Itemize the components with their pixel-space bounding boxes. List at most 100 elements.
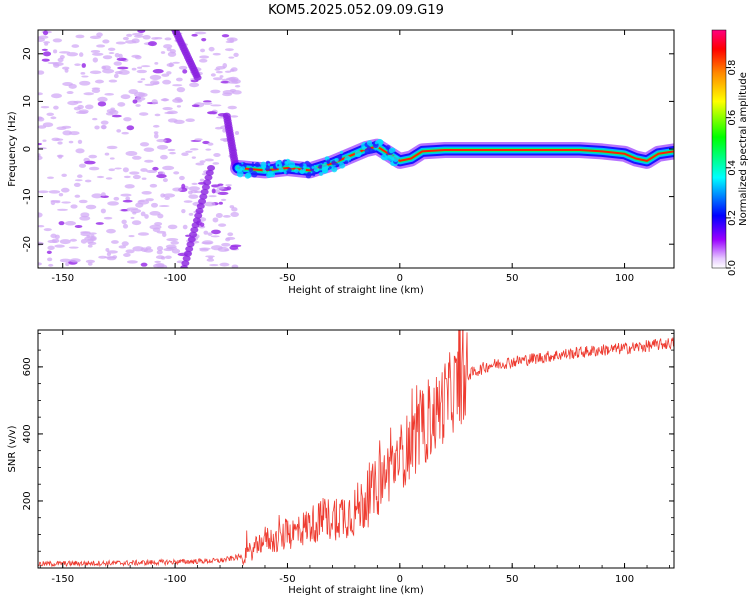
noise-speck (92, 117, 98, 121)
ridge-speck (267, 163, 271, 166)
noise-speck (182, 224, 188, 230)
noise-speck (227, 81, 239, 84)
noise-speck (183, 200, 193, 203)
noise-speck (68, 83, 77, 89)
snr-y-ticks: 200 400 600 (22, 332, 674, 552)
ridge-speck (312, 173, 316, 177)
noise-speck (140, 65, 151, 68)
noise-speck (176, 87, 186, 93)
noise-speck (166, 237, 179, 242)
noise-speck (214, 68, 221, 71)
noise-speck (61, 125, 72, 129)
noise-speck (156, 174, 167, 179)
noise-speck (179, 175, 185, 181)
noise-speck (113, 73, 119, 79)
noise-speck (154, 61, 159, 65)
noise-speck (152, 124, 160, 128)
noise-speck (146, 169, 158, 174)
ridge-speck (361, 146, 366, 151)
ridge-speck (392, 155, 399, 163)
noise-speck (207, 111, 218, 115)
streak-blob (185, 245, 194, 252)
ridge-speck (338, 154, 343, 159)
noise-speck (38, 155, 43, 161)
noise-speck (141, 177, 147, 180)
noise-speck (181, 183, 186, 189)
noise-speck (169, 151, 176, 155)
noise-speck (162, 79, 172, 85)
noise-speck (170, 240, 180, 245)
noise-speck (68, 140, 74, 144)
noise-speck (210, 245, 223, 251)
streak-blob (198, 198, 207, 205)
noise-speck (204, 158, 214, 162)
noise-speck (220, 198, 227, 202)
noise-speck (129, 171, 140, 175)
noise-speck (100, 208, 106, 214)
streak-blob (204, 174, 213, 181)
noise-speck (224, 248, 230, 252)
ridge-speck (318, 164, 323, 169)
noise-speck (106, 145, 118, 150)
noise-speck (225, 77, 236, 81)
noise-speck (131, 32, 144, 36)
noise-speck (104, 93, 114, 96)
noise-speck (208, 256, 214, 260)
noise-speck (113, 196, 120, 201)
ridge-speck (311, 166, 315, 169)
noise-speck (74, 194, 81, 198)
streak-blob (207, 165, 216, 172)
ridge-speck (244, 172, 251, 179)
noise-speck (43, 228, 52, 232)
noise-speck (172, 84, 183, 87)
ridge-speck (251, 171, 258, 178)
noise-speck (41, 48, 48, 52)
ridge-speck (278, 167, 284, 173)
snr-x-ticks: -150 -100 -50 0 50 100 (39, 330, 670, 585)
noise-speck (136, 69, 148, 74)
noise-speck (165, 244, 177, 249)
noise-speck (96, 44, 106, 48)
noise-speck (122, 167, 129, 173)
noise-speck (234, 131, 240, 136)
noise-speck (51, 93, 63, 99)
noise-speck (167, 51, 177, 57)
streak-blob (180, 265, 189, 268)
noise-speck (141, 191, 152, 195)
ridge-speck (334, 157, 339, 162)
noise-speck (202, 100, 212, 103)
noise-speck (173, 171, 180, 175)
noise-speck (101, 65, 106, 70)
noise-speck (202, 101, 213, 105)
colorbar: 0.0 0.2 0.4 0.6 0.8 Normalized spectral ampl… (711, 29, 749, 276)
noise-speck (167, 224, 178, 230)
noise-speck (109, 109, 119, 115)
ridge-speck (380, 153, 388, 161)
noise-speck (84, 104, 94, 110)
noise-speck (208, 195, 217, 198)
noise-speck (108, 52, 115, 55)
noise-speck (172, 61, 181, 64)
x-tick-label: 50 (506, 273, 519, 284)
noise-speck (151, 99, 158, 105)
noise-speck (163, 248, 174, 252)
noise-speck (50, 233, 57, 239)
noise-speck (38, 190, 49, 194)
noise-speck (222, 214, 231, 218)
noise-speck (185, 118, 195, 123)
noise-speck (115, 41, 126, 45)
noise-speck (91, 193, 103, 199)
noise-speck (130, 216, 135, 219)
noise-speck (132, 246, 144, 252)
noise-speck (108, 79, 118, 83)
noise-speck (58, 221, 65, 226)
noise-speck (210, 73, 216, 77)
noise-speck (230, 67, 238, 72)
noise-speck (42, 30, 49, 36)
noise-speck (112, 255, 118, 259)
noise-speck (114, 53, 120, 58)
noise-speck (181, 209, 186, 214)
streak-blob (189, 231, 198, 238)
ridge-speck (321, 163, 329, 171)
